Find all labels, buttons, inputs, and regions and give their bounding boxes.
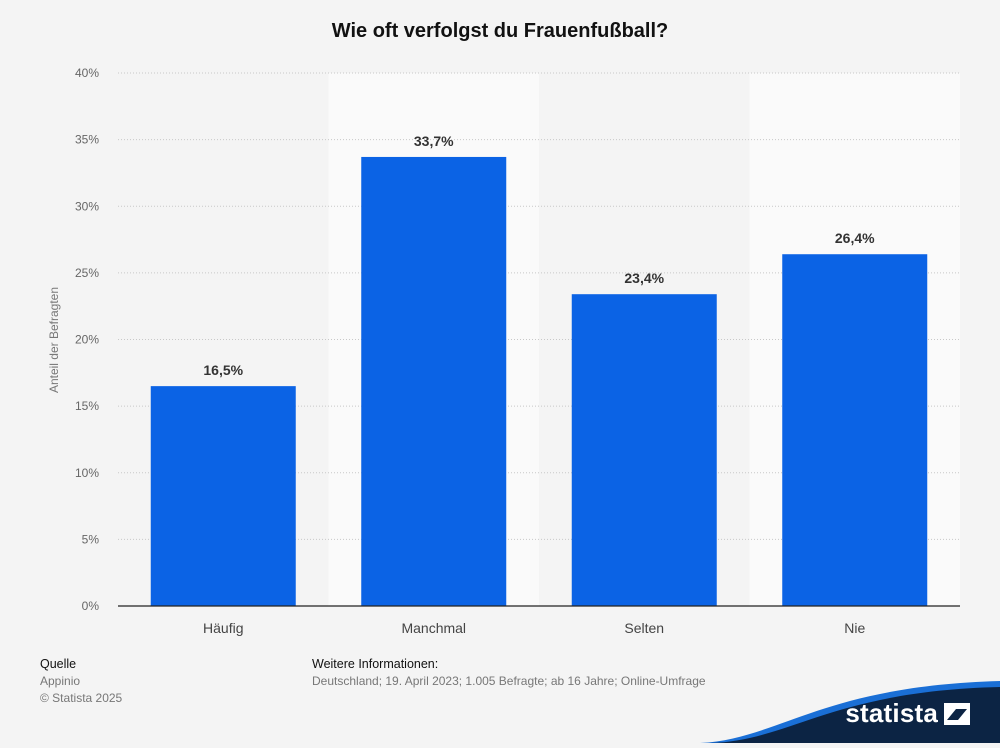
bar	[782, 254, 928, 606]
data-label: 26,4%	[835, 230, 875, 246]
y-tick-label: 0%	[82, 599, 100, 613]
y-tick-label: 35%	[75, 133, 99, 147]
data-label: 16,5%	[203, 362, 243, 378]
chart-title: Wie oft verfolgst du Frauenfußball?	[331, 20, 669, 42]
statista-logo-icon	[944, 703, 970, 725]
y-tick-label: 25%	[75, 266, 99, 280]
data-label: 23,4%	[624, 270, 664, 286]
y-tick-label: 30%	[75, 199, 99, 213]
y-tick-label: 40%	[75, 66, 99, 80]
source-block: Quelle Appinio © Statista 2025	[40, 656, 122, 707]
y-tick-label: 20%	[75, 333, 99, 347]
info-text: Deutschland; 19. April 2023; 1.005 Befra…	[312, 674, 706, 688]
copyright-text: © Statista 2025	[40, 691, 123, 705]
bar	[150, 386, 296, 606]
y-tick-label: 10%	[75, 466, 99, 480]
info-heading: Weitere Informationen:	[312, 657, 439, 671]
statista-brand[interactable]: statista	[700, 681, 1000, 743]
bar	[361, 156, 507, 606]
bar-chart: 0% 5% 10% 15% 20% 25% 30% 35% 40% 16,5% Häufig 33,7…	[75, 66, 960, 636]
info-block: Weitere Informationen: Deutschland; 19. …	[312, 656, 706, 690]
y-axis-label: Anteil der Befragten	[47, 286, 61, 394]
bar	[571, 294, 717, 606]
y-tick-label: 5%	[82, 532, 100, 546]
brand-wordmark: statista	[845, 698, 938, 728]
x-tick-label: Nie	[844, 620, 865, 636]
x-tick-label: Manchmal	[401, 620, 466, 636]
x-tick-label: Häufig	[203, 620, 243, 636]
source-name[interactable]: Appinio	[40, 674, 81, 688]
y-tick-label: 15%	[75, 399, 99, 413]
data-label: 33,7%	[414, 133, 454, 149]
brand-swoosh	[700, 681, 1000, 743]
x-tick-label: Selten	[624, 620, 664, 636]
source-heading: Quelle	[40, 657, 77, 671]
